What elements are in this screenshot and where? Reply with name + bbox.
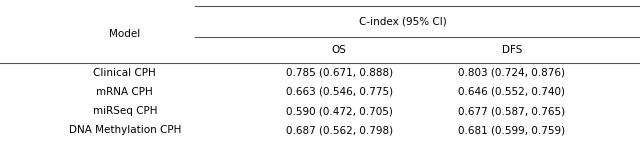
Text: Model: Model xyxy=(109,29,140,39)
Text: DNA Methylation CPH: DNA Methylation CPH xyxy=(68,126,181,135)
Text: 0.681 (0.599, 0.759): 0.681 (0.599, 0.759) xyxy=(458,126,566,135)
Text: OS: OS xyxy=(332,45,347,55)
Text: 0.687 (0.562, 0.798): 0.687 (0.562, 0.798) xyxy=(285,126,393,135)
Text: 0.803 (0.724, 0.876): 0.803 (0.724, 0.876) xyxy=(458,68,566,78)
Text: mRNA CPH: mRNA CPH xyxy=(97,87,153,97)
Text: miRSeq CPH: miRSeq CPH xyxy=(93,106,157,116)
Text: DFS: DFS xyxy=(502,45,522,55)
Text: 0.646 (0.552, 0.740): 0.646 (0.552, 0.740) xyxy=(458,87,566,97)
Text: 0.590 (0.472, 0.705): 0.590 (0.472, 0.705) xyxy=(286,106,392,116)
Text: Clinical CPH: Clinical CPH xyxy=(93,68,156,78)
Text: 0.663 (0.546, 0.775): 0.663 (0.546, 0.775) xyxy=(285,87,393,97)
Text: C-index (95% CI): C-index (95% CI) xyxy=(359,16,447,26)
Text: 0.677 (0.587, 0.765): 0.677 (0.587, 0.765) xyxy=(458,106,566,116)
Text: 0.785 (0.671, 0.888): 0.785 (0.671, 0.888) xyxy=(285,68,393,78)
